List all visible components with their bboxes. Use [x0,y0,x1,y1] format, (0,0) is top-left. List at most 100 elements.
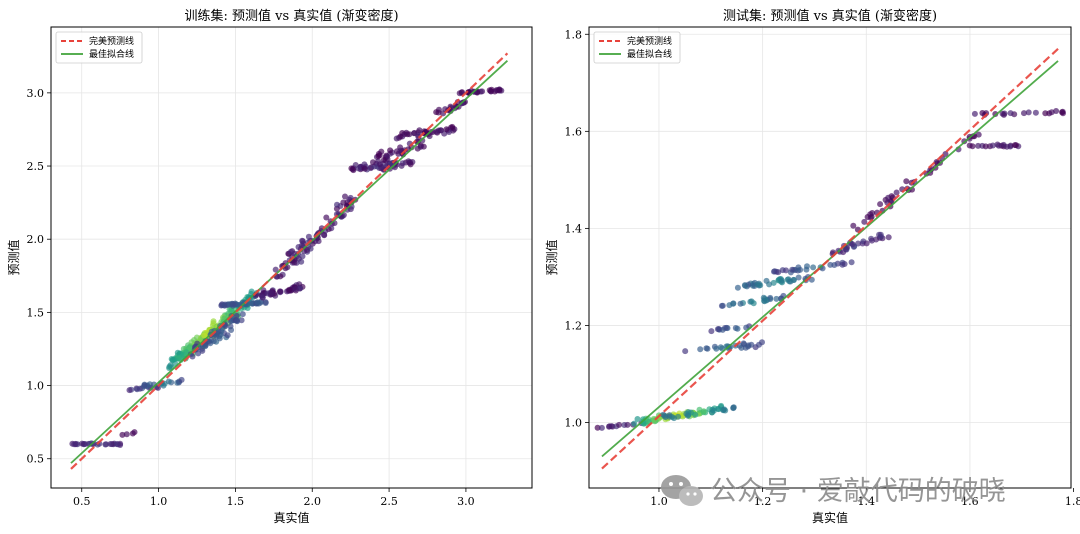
test-point-192 [766,281,773,288]
train-xtick-label-4: 2.5 [380,495,398,508]
test-point-136 [708,328,715,335]
test-point-222 [804,263,810,270]
train-point-617 [487,88,494,95]
test-point-106 [661,412,668,419]
train-point-427 [298,258,305,265]
test-point-200 [790,277,797,283]
test-point-97 [692,411,699,418]
train-point-451 [305,233,312,240]
train-axes-frame [50,26,533,489]
test-point-253 [849,241,856,248]
train-point-211 [186,345,193,352]
train-ytick-label-2: 1.5 [27,306,45,319]
test-point-199 [742,282,749,289]
train-point-627 [456,90,463,97]
test-point-254 [850,222,857,229]
test-point-250 [868,237,875,244]
train-point-442 [291,259,298,266]
train-point-307 [257,299,264,306]
test-point-4 [624,421,631,428]
test-point-281 [868,213,875,220]
train-point-29 [123,431,130,438]
test-point-123 [713,345,720,352]
train-point-270 [238,317,245,324]
test-xtick-label-0: 1.0 [650,495,668,508]
test-point-312 [1013,142,1019,149]
test-point-214 [810,264,817,271]
train-point-266 [202,343,209,350]
train-points [69,86,505,448]
train-point-301 [248,300,255,307]
train-point-202 [167,362,174,369]
train-point-526 [380,157,387,163]
test-legend-perfect-label: 完美预测线 [627,35,672,47]
test-lines [601,48,1059,470]
test-point-315 [969,143,976,150]
test-ytick-label-3: 1.6 [565,125,583,138]
train-point-573 [393,135,400,142]
train-ytick-label-3: 2.0 [27,233,45,246]
test-point-139 [723,324,730,331]
train-point-497 [398,162,405,169]
test-grid [589,27,1071,488]
test-point-330 [999,110,1006,117]
test-point-333 [1059,109,1065,116]
train-point-316 [230,301,236,308]
test-ytick-label-2: 1.4 [565,222,583,235]
test-point-326 [971,110,978,117]
train-point-210 [176,354,183,361]
train-legend-box [55,31,143,64]
train-xlabel: 真实值 [273,510,309,525]
train-panel: 0.5 1.0 1.5 2.0 2.5 3.0 0.5 1.0 1.5 2.0 2.5 3.0 训练集… [6,8,533,525]
train-point-212 [183,349,190,356]
test-point-213 [831,262,838,268]
test-point-212 [779,267,786,274]
test-point-334 [1007,110,1014,117]
test-point-126 [697,346,704,353]
train-point-414 [334,201,340,208]
train-point-24 [107,441,114,447]
train-point-513 [375,158,382,165]
train-point-362 [269,290,275,297]
test-point-158 [773,295,780,302]
test-point-252 [842,246,849,253]
train-ytick-label-4: 2.5 [27,160,45,173]
train-point-360 [264,290,271,297]
test-point-284 [942,151,949,157]
train-point-532 [378,148,385,155]
test-point-244 [863,240,870,247]
test-point-207 [848,259,855,266]
test-point-131 [742,344,749,351]
train-point-2 [102,441,109,448]
train-ytick-label-0: 0.5 [27,453,45,466]
test-point-321 [1032,109,1039,116]
train-point-441 [287,248,294,255]
train-point-577 [403,129,410,136]
test-ytick-label-1: 1.2 [565,319,583,332]
train-legend-fit-label: 最佳拟合线 [89,48,134,60]
train-ticks: 0.5 1.0 1.5 2.0 2.5 3.0 0.5 1.0 1.5 2.0 2.5 3.0 [27,87,475,508]
train-point-277 [239,311,246,318]
train-point-570 [438,127,445,134]
train-point-569 [449,123,456,130]
test-point-279 [877,201,884,208]
train-title: 训练集: 预测值 vs 真实值 (渐变密度) [184,8,398,24]
train-ytick-label-1: 1.0 [27,380,45,393]
train-point-359 [259,294,266,301]
train-point-275 [233,317,240,324]
test-point-104 [684,412,691,419]
train-point-576 [443,126,450,133]
test-perfect-line [601,48,1059,470]
test-point-272 [893,189,900,196]
test-point-298 [975,142,982,149]
train-point-249 [228,327,235,333]
train-point-25 [79,440,85,447]
test-xtick-label-3: 1.6 [961,495,979,508]
train-point-384 [299,237,306,244]
train-xtick-label-3: 2.0 [303,495,321,508]
train-point-448 [321,232,328,239]
watermark-text: 公众号 · 爱敲代码的破晓 [710,476,1006,507]
test-ytick-label-0: 1.0 [565,416,583,429]
train-point-28 [129,430,136,437]
